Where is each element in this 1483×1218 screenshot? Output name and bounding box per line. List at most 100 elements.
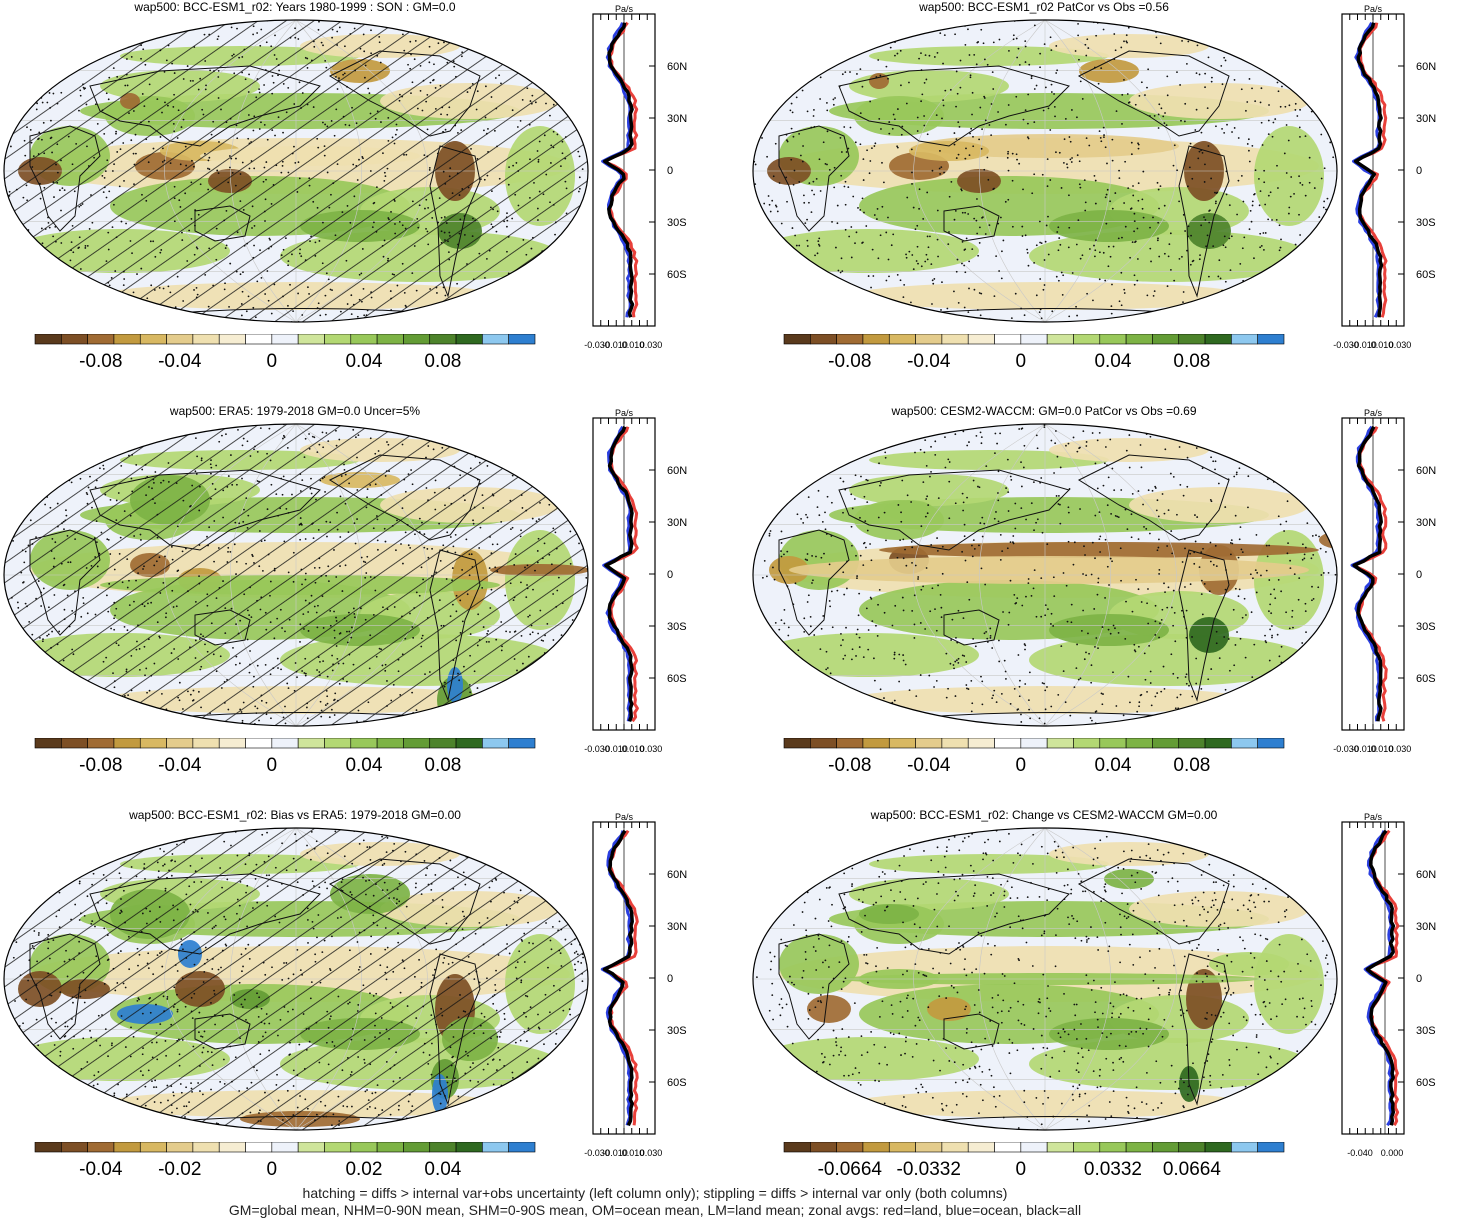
colorbar-swatch [1231, 1142, 1258, 1153]
panel-bcc-patcor: wap500: BCC-ESM1_r02 PatCor vs Obs =0.56… [749, 0, 1483, 406]
field-patch [869, 46, 1109, 66]
colorbar-swatch [994, 334, 1022, 345]
field-patch [779, 934, 859, 994]
lat-label: 30N [1416, 113, 1436, 125]
colorbar-swatch [403, 738, 431, 749]
colorbar: -0.08 -0.04 0 0.04 0.08 [34, 334, 536, 372]
colorbar-swatch [429, 738, 457, 749]
graticule-lon [1044, 20, 1111, 322]
colorbar-swatch [324, 738, 352, 749]
coastline [838, 873, 1070, 955]
colorbar-swatch [192, 334, 220, 345]
colorbar-swatch [1046, 334, 1074, 345]
colorbar-swatch [482, 738, 509, 749]
map [3, 19, 589, 323]
colorbar-label: 0.0664 [1163, 1159, 1222, 1180]
lat-label: 60S [1416, 673, 1436, 685]
lat-label: 30N [667, 921, 687, 933]
field-patch [849, 70, 1009, 102]
colorbar-swatch [324, 1142, 352, 1153]
colorbar-swatch [1152, 1142, 1180, 1153]
colorbar-label: 0 [267, 755, 278, 776]
colorbar-swatch [376, 1142, 404, 1153]
colorbar-label: -0.0664 [818, 1159, 883, 1180]
map-border [3, 19, 589, 323]
colorbar-swatch [271, 1142, 299, 1153]
colorbar-swatch [1099, 738, 1127, 749]
lat-label: 0 [1416, 973, 1422, 985]
field-patch [879, 542, 1319, 558]
colorbar-label: -0.08 [79, 755, 122, 776]
colorbar-swatch [34, 334, 62, 345]
colorbar-label: -0.08 [828, 351, 871, 372]
colorbar-swatch [915, 334, 943, 345]
panel-era5: wap500: ERA5: 1979-2018 GM=0.0 Uncer=5% … [0, 404, 741, 810]
lat-label: 60S [667, 1077, 687, 1089]
colorbar-swatch [1231, 334, 1258, 345]
colorbar-label: 0.04 [345, 351, 382, 372]
colorbar-swatch [271, 738, 299, 749]
panel-bias-era5: wap500: BCC-ESM1_r02: Bias vs ERA5: 1979… [0, 808, 741, 1214]
lat-label: 0 [667, 973, 673, 985]
hatching [4, 20, 588, 322]
map-border [752, 19, 1338, 323]
colorbar: -0.08 -0.04 0 0.04 0.08 [783, 738, 1285, 776]
x-tick-label: 0.030 [1389, 744, 1412, 754]
colorbar-swatch [1231, 738, 1258, 749]
colorbar-swatch [1125, 738, 1153, 749]
lat-label: 60S [667, 673, 687, 685]
x-tick-label: 0.030 [1389, 340, 1412, 350]
lat-label: 30N [667, 113, 687, 125]
colorbar-swatch [1152, 738, 1180, 749]
field-patch [1186, 969, 1222, 1029]
graticule-lon [979, 20, 1046, 322]
colorbar-label: 0.04 [345, 755, 382, 776]
coastline [943, 205, 1000, 242]
x-tick-label: -0.030 [1333, 744, 1359, 754]
colorbar-swatch [508, 1142, 536, 1153]
lat-label: 30S [667, 217, 687, 229]
colorbar: -0.08 -0.04 0 0.04 0.08 [783, 334, 1285, 372]
colorbar-swatch [836, 1142, 864, 1153]
lat-label: 60S [667, 269, 687, 281]
field-patch [1049, 1018, 1169, 1050]
colorbar-swatch [810, 1142, 837, 1153]
colorbar-label: -0.04 [158, 351, 202, 372]
field-patch [1129, 83, 1309, 119]
field-patch [1209, 952, 1289, 976]
all-curve [602, 22, 635, 318]
colorbar-swatch [836, 334, 864, 345]
colorbar-label: 0.04 [424, 1159, 461, 1180]
colorbar-swatch [218, 738, 246, 749]
x-tick-label: -0.030 [1333, 340, 1359, 350]
field-patch [869, 854, 1109, 874]
field-patch [869, 73, 889, 89]
x-tick-label: -0.030 [584, 1148, 610, 1158]
colorbar-swatch [87, 334, 115, 345]
colorbar-swatch [888, 334, 916, 345]
lat-label: 30S [1416, 217, 1436, 229]
colorbar-swatch [888, 738, 916, 749]
colorbar-swatch [166, 738, 194, 749]
all-curve [1353, 22, 1384, 318]
colorbar-swatch [1204, 738, 1232, 749]
zonal-profile: Pa/s 60N 30N 0 30S 60S -0.040 0.000 [1341, 812, 1436, 1158]
x-tick-label: 0.030 [640, 744, 663, 754]
lat-label: 60N [667, 869, 687, 881]
lat-label: 0 [667, 165, 673, 177]
field-patch [849, 474, 1009, 506]
field-patch [1049, 210, 1169, 242]
colorbar-swatch [862, 1142, 890, 1153]
colorbar-swatch [967, 738, 995, 749]
panel-title: wap500: BCC-ESM1_r02: Bias vs ERA5: 1979… [129, 808, 461, 822]
colorbar-swatch [166, 334, 194, 345]
map [3, 423, 589, 727]
colorbar-label: 0.02 [345, 1159, 382, 1180]
field-patch [1189, 617, 1229, 653]
colorbar-swatch [967, 334, 995, 345]
colorbar-swatch [403, 334, 431, 345]
colorbar-swatch [455, 1142, 483, 1153]
colorbar-swatch [192, 1142, 220, 1153]
colorbar-swatch [61, 738, 88, 749]
